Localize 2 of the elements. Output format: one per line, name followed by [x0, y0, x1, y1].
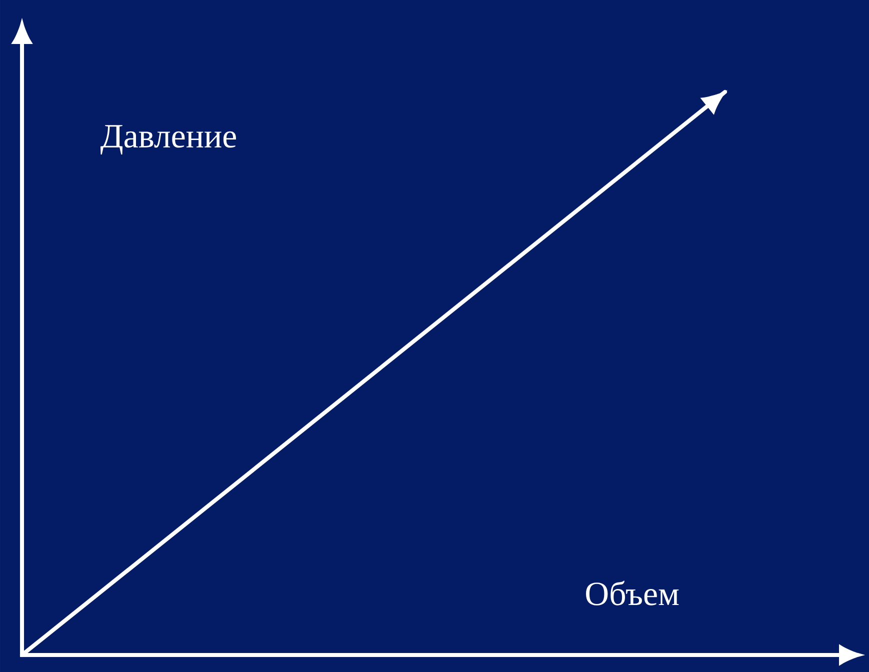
annotation: Давление	[100, 125, 236, 155]
annotation: Объем	[586, 580, 679, 606]
